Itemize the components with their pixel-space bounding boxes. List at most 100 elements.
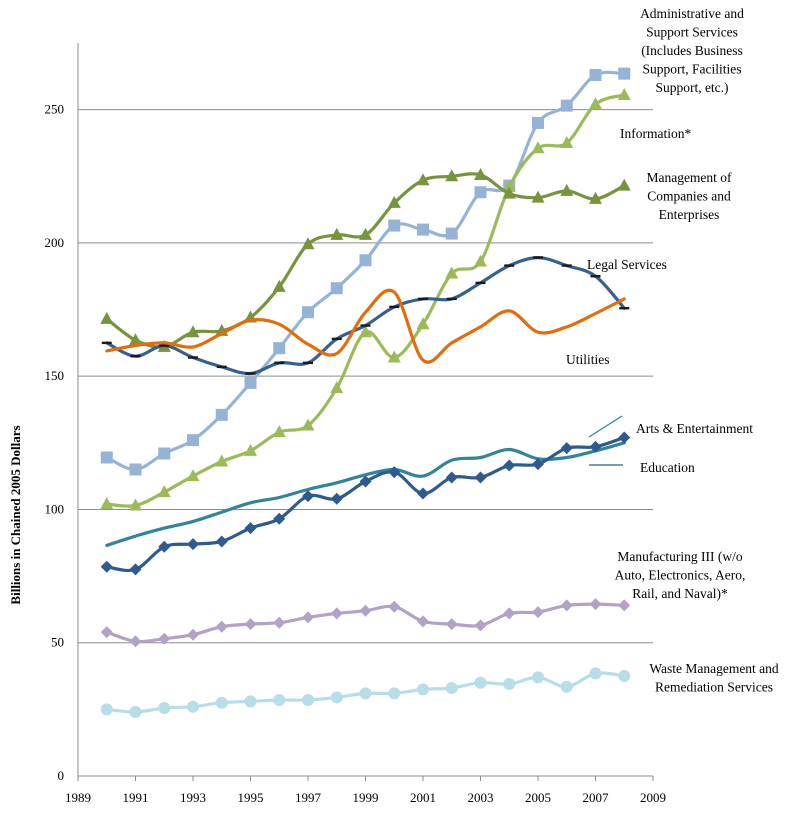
x-tick-label: 2003 <box>468 790 494 805</box>
data-point <box>445 266 459 279</box>
series-line <box>105 288 626 364</box>
data-point <box>503 459 516 472</box>
data-point <box>445 682 458 695</box>
data-point <box>503 607 516 620</box>
data-point <box>589 598 602 611</box>
data-point <box>445 471 458 484</box>
data-point <box>100 311 114 324</box>
data-point <box>416 173 430 186</box>
data-point <box>330 227 344 240</box>
series-line <box>105 70 626 472</box>
data-point <box>158 702 171 715</box>
data-point <box>244 522 257 535</box>
data-point <box>359 687 372 700</box>
data-point <box>273 512 286 525</box>
series-label: Auto, Electronics, Aero, <box>615 568 746 583</box>
gridlines <box>78 109 653 644</box>
y-axis-label: Billions in Chained 2005 Dollars <box>8 425 23 604</box>
data-point <box>589 440 602 453</box>
data-point <box>618 670 631 683</box>
data-point <box>502 179 516 192</box>
data-point <box>617 87 631 100</box>
data-point <box>100 703 113 716</box>
series-waste-management-and <box>100 667 631 719</box>
data-point <box>417 683 429 696</box>
data-point <box>589 191 602 204</box>
data-point <box>388 600 401 613</box>
data-point <box>618 67 631 80</box>
data-point <box>533 256 543 259</box>
x-tick-label: 1989 <box>65 790 91 805</box>
data-point <box>618 431 631 444</box>
data-point <box>330 282 343 295</box>
data-point <box>531 190 545 203</box>
data-point <box>302 306 314 319</box>
data-point <box>215 620 228 633</box>
data-point <box>502 186 516 199</box>
series-label: Legal Services <box>587 257 667 272</box>
data-point <box>560 442 573 455</box>
data-point <box>532 458 544 471</box>
data-point <box>330 381 344 394</box>
series-label: Arts & Entertainment <box>636 421 753 436</box>
series-line <box>105 435 626 573</box>
data-point <box>474 676 487 689</box>
series-label: Rail, and Naval)* <box>632 586 728 601</box>
series-education <box>100 431 631 576</box>
data-point <box>560 99 573 112</box>
data-point <box>474 186 487 199</box>
data-point <box>331 337 342 341</box>
data-point <box>244 443 257 456</box>
series-manufacturing-iii-w-o <box>100 598 631 648</box>
data-point <box>100 451 113 464</box>
leader-line-arts <box>588 415 623 438</box>
data-point <box>359 604 372 617</box>
x-tick-label: 1991 <box>123 790 149 805</box>
data-point <box>273 616 286 629</box>
data-point <box>303 361 313 365</box>
data-point <box>445 618 458 631</box>
data-point <box>100 560 113 573</box>
series-label: Companies and <box>647 189 731 204</box>
series-label: (Includes Business <box>641 43 743 58</box>
series-label: Utilities <box>566 352 610 367</box>
data-point <box>186 469 200 482</box>
y-tick-label: 0 <box>58 768 65 783</box>
data-point <box>100 497 114 510</box>
x-tick-label: 2001 <box>410 790 436 805</box>
series-label: Support, Facilities <box>643 62 742 77</box>
series-label: Waste Management and <box>649 661 779 676</box>
data-point <box>417 615 429 628</box>
data-point <box>475 281 486 285</box>
data-point <box>187 700 199 713</box>
data-point <box>617 178 631 191</box>
y-tick-label: 50 <box>51 635 64 650</box>
data-point <box>158 632 171 645</box>
data-point <box>504 264 515 267</box>
data-point <box>301 418 315 431</box>
x-tick-label: 2005 <box>525 790 551 805</box>
series-label: Enterprises <box>659 207 720 222</box>
data-point <box>159 344 170 347</box>
data-point <box>388 687 401 700</box>
data-point <box>129 498 142 511</box>
x-tick-label: 1993 <box>180 790 206 805</box>
y-tick-label: 100 <box>45 501 65 516</box>
axes: 0 50 100 150 200 250 1989 1991 1993 1995 1997 1999 2… <box>45 43 666 805</box>
data-point <box>130 354 141 358</box>
series-information <box>100 87 631 511</box>
data-point <box>330 492 343 505</box>
x-tick-label: 1999 <box>353 790 379 805</box>
data-point <box>474 254 487 267</box>
data-point <box>188 356 198 359</box>
data-point <box>158 540 171 553</box>
data-point <box>272 425 286 438</box>
data-point <box>302 490 314 503</box>
data-point <box>418 297 428 301</box>
data-point <box>273 694 286 707</box>
data-point <box>387 350 401 363</box>
data-point <box>245 372 256 375</box>
data-point <box>532 671 544 684</box>
data-point <box>503 678 516 691</box>
